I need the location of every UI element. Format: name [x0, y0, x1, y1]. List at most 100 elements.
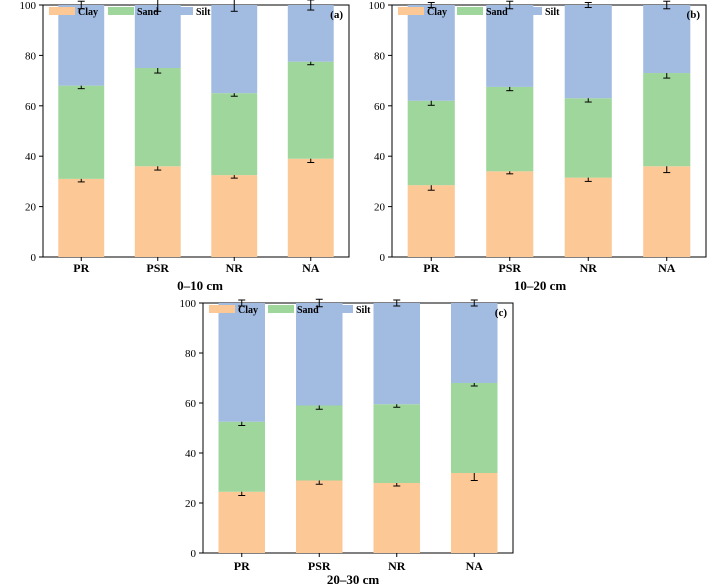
bar-clay-nr	[564, 177, 612, 257]
bar-sand-pr	[407, 100, 455, 186]
bar-sand-na	[287, 61, 334, 159]
bar-clay-nr	[373, 483, 420, 553]
bar-silt-pr	[407, 5, 455, 101]
bar-clay-psr	[486, 171, 534, 257]
legend-item-silt: Silt	[327, 305, 371, 316]
category-label-psr: PSR	[498, 261, 521, 275]
legend-swatch-silt	[167, 7, 193, 15]
legend-swatch-sand	[108, 7, 134, 15]
panel-label: (b)	[687, 9, 701, 21]
legend-item-clay: Clay	[398, 7, 447, 18]
plot-frame	[202, 302, 514, 554]
bar-silt-pr	[58, 5, 105, 86]
error-bar-silt-na	[470, 299, 478, 307]
error-bar-silt-pr	[238, 299, 246, 307]
bar-silt-pr	[218, 303, 265, 422]
legend-item-sand: Sand	[268, 305, 319, 316]
category-label-psr: PSR	[308, 559, 331, 573]
bar-silt-psr	[134, 5, 181, 68]
error-bar-silt-pr	[77, 0, 85, 10]
bar-clay-pr	[218, 491, 265, 553]
legend-label-clay: Clay	[238, 305, 258, 316]
category-label-pr: PR	[234, 559, 250, 573]
panel-a: 0 20 40 60 80 100 PR PSR NR NA 0–10 cm (a) Clay Sand S…	[20, 0, 350, 293]
y-tick-label: 0	[31, 252, 37, 264]
bar-clay-pr	[58, 178, 105, 257]
y-tick-label: 20	[374, 202, 386, 214]
legend-label-clay: Clay	[427, 7, 447, 18]
legend-swatch-clay	[49, 7, 75, 15]
category-label-pr: PR	[73, 261, 89, 275]
bar-clay-na	[451, 473, 498, 553]
category-label-na: NA	[466, 559, 484, 573]
y-tick-label: 80	[185, 348, 197, 360]
bar-silt-nr	[373, 303, 420, 405]
error-bar-silt-na	[663, 0, 671, 10]
y-tick-label: 80	[25, 50, 37, 62]
category-label-na: NA	[658, 261, 676, 275]
category-label-nr: NR	[388, 559, 406, 573]
error-bar-silt-nr	[584, 1, 592, 9]
y-tick-label: 40	[185, 448, 197, 460]
bar-sand-nr	[564, 98, 612, 178]
bar-silt-na	[287, 5, 334, 62]
plot-frame	[42, 4, 350, 258]
y-tick-label: 60	[374, 101, 386, 113]
category-label-nr: NR	[580, 261, 598, 275]
legend-label-sand: Sand	[297, 305, 319, 316]
bar-clay-psr	[296, 480, 343, 553]
bar-silt-nr	[211, 5, 258, 94]
y-tick-label: 40	[25, 151, 37, 163]
legend-item-silt: Silt	[516, 7, 560, 18]
panel-label: (c)	[495, 307, 508, 319]
depth-label: 10–20 cm	[514, 278, 567, 293]
error-bar-silt-nr	[393, 299, 401, 307]
error-bar-silt-na	[307, 0, 315, 11]
legend-label-silt: Silt	[545, 7, 560, 18]
bar-sand-psr	[486, 86, 534, 172]
bar-silt-psr	[486, 5, 534, 87]
bar-clay-pr	[407, 185, 455, 257]
bar-silt-nr	[564, 5, 612, 99]
error-bar-silt-pr	[427, 1, 435, 9]
legend-swatch-clay	[209, 305, 235, 313]
error-bar-silt-psr	[315, 298, 323, 308]
y-tick-label: 80	[374, 50, 386, 62]
legend-label-sand: Sand	[137, 7, 159, 18]
bar-sand-na	[643, 73, 691, 167]
y-tick-label: 40	[374, 151, 386, 163]
panel-label: (a)	[330, 9, 343, 21]
legend-item-clay: Clay	[209, 305, 258, 316]
bar-sand-psr	[296, 405, 343, 481]
y-tick-label: 0	[191, 548, 197, 560]
category-label-psr: PSR	[146, 261, 169, 275]
legend-item-sand: Sand	[457, 7, 508, 18]
legend-swatch-sand	[457, 7, 483, 15]
legend-item-sand: Sand	[108, 7, 159, 18]
legend-label-sand: Sand	[486, 7, 508, 18]
bar-sand-na	[451, 383, 498, 473]
category-label-pr: PR	[423, 261, 439, 275]
panel-c: 0 20 40 60 80 100 PR PSR NR NA 20–30 cm (c) Clay Sand…	[180, 298, 514, 587]
bar-sand-nr	[373, 404, 420, 483]
bar-clay-na	[287, 158, 334, 257]
bar-sand-pr	[58, 85, 105, 179]
y-tick-label: 60	[185, 398, 197, 410]
depth-label: 0–10 cm	[177, 278, 223, 293]
category-label-nr: NR	[226, 261, 244, 275]
bar-clay-psr	[134, 166, 181, 257]
category-label-na: NA	[302, 261, 320, 275]
y-tick-label: 20	[25, 202, 37, 214]
legend-label-silt: Silt	[196, 7, 211, 18]
legend-swatch-sand	[268, 305, 294, 313]
bar-clay-na	[643, 166, 691, 257]
legend-label-silt: Silt	[356, 305, 371, 316]
plot-frame	[391, 4, 707, 258]
error-bar-silt-psr	[154, 0, 162, 12]
bar-sand-psr	[134, 68, 181, 167]
legend-swatch-silt	[327, 305, 353, 313]
error-bar-silt-nr	[230, 0, 238, 12]
legend-item-clay: Clay	[49, 7, 98, 18]
bar-silt-psr	[296, 303, 343, 406]
panel-b: 0 20 40 60 80 100 PR PSR NR NA 10–20 cm (b) Clay Sand…	[369, 0, 707, 293]
